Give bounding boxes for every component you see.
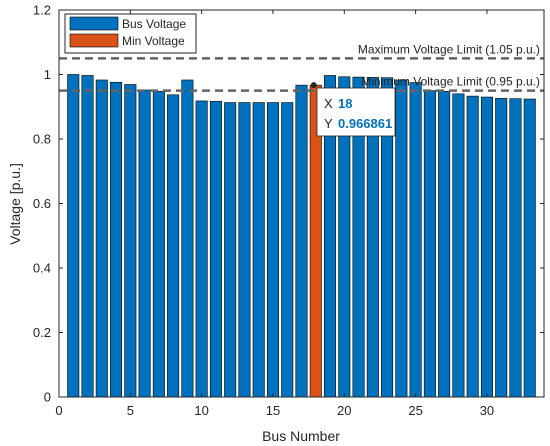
legend-swatch [69, 16, 119, 31]
min-voltage-limit-label: Minimum Voltage Limit (0.95 p.u.) [361, 75, 540, 89]
bus-voltage-bar [110, 81, 123, 398]
bus-voltage-bar [423, 90, 436, 398]
bus-voltage-bar [124, 84, 137, 398]
bus-voltage-bar [152, 90, 165, 398]
bus-voltage-bar [138, 89, 151, 398]
x-tick-label: 10 [194, 403, 208, 418]
y-tick-label: 1.2 [33, 3, 51, 18]
datatip-x-label: X [324, 96, 333, 111]
bus-voltage-bar [452, 93, 465, 398]
legend-swatch [69, 33, 119, 48]
bus-voltage-bar [181, 79, 194, 398]
x-tick-label: 5 [127, 403, 134, 418]
x-tick-label: 30 [480, 403, 494, 418]
datatip-box [316, 87, 396, 137]
y-axis-label: Voltage [p.u.] [7, 163, 23, 245]
datatip-x-value: 18 [338, 96, 352, 111]
reference-lines-group: Maximum Voltage Limit (1.05 p.u.) Minimum… [59, 42, 544, 92]
legend: Bus Voltage Min Voltage [64, 13, 197, 54]
bus-voltage-bar [266, 102, 279, 398]
y-tick-label: 0.8 [33, 132, 51, 147]
y-tick-label: 0.6 [33, 196, 51, 211]
ticks-group: 0 5 10 15 20 25 30 0 0.2 0.4 0.6 0.8 1 1.2 [33, 3, 544, 418]
bus-voltage-bar [438, 90, 451, 398]
bus-voltage-bar [209, 100, 222, 398]
datatip-y-value: 0.966861 [338, 116, 392, 131]
bus-voltage-bar [252, 102, 265, 398]
x-tick-label: 0 [55, 403, 62, 418]
bus-voltage-bar [67, 74, 80, 398]
x-tick-label: 15 [266, 403, 280, 418]
bus-voltage-bar [409, 82, 422, 398]
bus-voltage-bar [523, 98, 536, 398]
datatip-y-label: Y [324, 116, 333, 131]
datatip[interactable]: X 18 Y 0.966861 [310, 82, 396, 137]
bus-voltage-bar [81, 75, 94, 398]
bus-voltage-bar [195, 100, 208, 398]
datatip-marker [310, 82, 317, 89]
y-tick-label: 0.4 [33, 261, 51, 276]
bus-voltage-bar [495, 98, 508, 398]
bus-voltage-bar [295, 84, 308, 398]
bus-voltage-bar [480, 96, 493, 398]
bus-voltage-bar [509, 98, 522, 398]
bus-voltage-bar [167, 94, 180, 398]
max-voltage-limit-label: Maximum Voltage Limit (1.05 p.u.) [358, 42, 540, 56]
x-tick-label: 20 [337, 403, 351, 418]
bus-voltage-bar [95, 79, 108, 398]
x-tick-label: 25 [408, 403, 422, 418]
bus-voltage-bar [466, 95, 479, 398]
legend-label: Min Voltage [122, 34, 185, 48]
y-tick-label: 0 [44, 390, 51, 405]
bus-voltage-bar [224, 102, 237, 398]
bus-voltage-bar [395, 79, 408, 398]
y-tick-label: 0.2 [33, 325, 51, 340]
legend-label: Bus Voltage [122, 17, 186, 31]
bus-voltage-bar [238, 102, 251, 398]
y-tick-label: 1 [44, 67, 51, 82]
x-axis-label: Bus Number [262, 428, 340, 444]
bus-voltage-bar [281, 102, 294, 398]
